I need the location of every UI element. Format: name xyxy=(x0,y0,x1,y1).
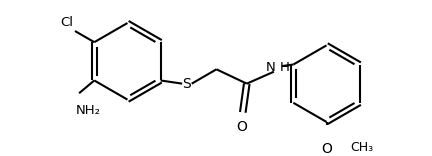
Text: CH₃: CH₃ xyxy=(350,141,374,154)
Text: O: O xyxy=(237,120,248,134)
Text: H: H xyxy=(280,61,289,74)
Text: N: N xyxy=(266,61,276,74)
Text: S: S xyxy=(183,77,191,91)
Text: NH₂: NH₂ xyxy=(76,104,100,117)
Text: O: O xyxy=(321,142,332,156)
Text: Cl: Cl xyxy=(60,16,73,29)
